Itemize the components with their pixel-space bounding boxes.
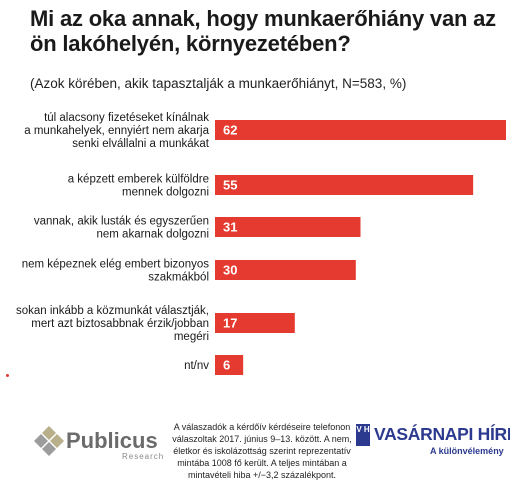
bar-chart: 62 túl alacsony fizetéseket kínálnak a mun… <box>16 112 506 375</box>
category-label-3: nem képeznek elég embert bizonyos szakmák… <box>22 259 210 284</box>
bar-2 <box>215 217 361 237</box>
category-label-0: túl alacsony fizetéseket kínálnak a munka… <box>24 112 210 150</box>
bar-0 <box>215 120 506 140</box>
bar-5 <box>215 355 244 375</box>
vh-sub: A különvélemény <box>430 446 504 456</box>
category-label-5: nt/nv <box>184 360 209 372</box>
decorative-dot <box>6 374 9 377</box>
value-label-2: 31 <box>223 220 237 235</box>
publicus-logo: Publicus Research <box>34 424 174 464</box>
publicus-sub: Research <box>122 452 165 461</box>
bar-4 <box>215 313 295 333</box>
category-label-4: sokan inkább a közmunkát választják, mert… <box>16 305 209 343</box>
vh-icon: V H <box>356 424 370 446</box>
bar-1 <box>215 175 474 195</box>
value-label-4: 17 <box>223 316 237 331</box>
value-label-3: 30 <box>223 263 237 278</box>
value-label-1: 55 <box>223 178 237 193</box>
category-label-2: vannak, akik lusták és egyszerűen nem aka… <box>34 216 209 241</box>
vh-name: VASÁRNAPI HÍREK <box>374 424 510 444</box>
vasarnapi-hirek-logo: V H VASÁRNAPI HÍREK A különvélemény <box>356 424 510 468</box>
bar-3 <box>215 260 356 280</box>
value-label-5: 6 <box>223 358 230 373</box>
chart-subtitle: (Azok körében, akik tapasztalják a munka… <box>30 76 407 91</box>
category-label-1: a képzett emberek külföldre mennek dolgoz… <box>68 174 209 199</box>
publicus-diamond-icon <box>34 426 64 456</box>
methodology-note: A válaszadók a kérdőív kérdéseire telefo… <box>172 422 352 480</box>
publicus-name: Publicus <box>66 428 158 453</box>
value-label-0: 62 <box>223 123 237 138</box>
chart-title: Mi az oka annak, hogy munkaerőhiány van … <box>30 6 496 56</box>
